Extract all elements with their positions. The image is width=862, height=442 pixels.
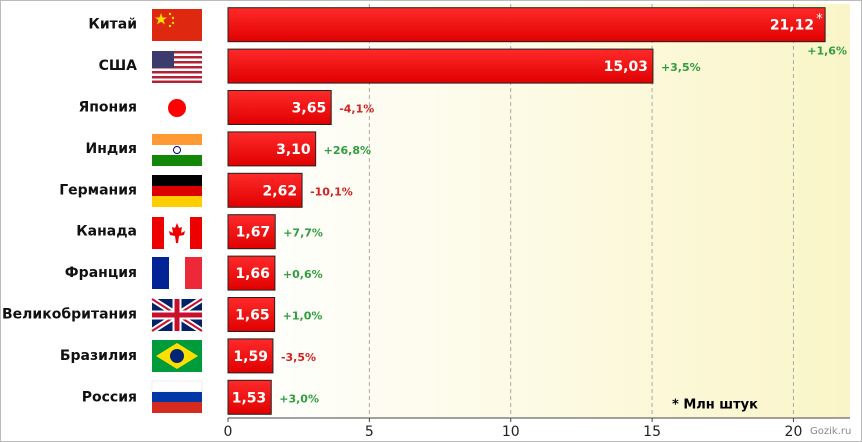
change-label: +26,8%: [324, 144, 371, 157]
flag-russia: [151, 380, 203, 413]
value-label: 3,10: [276, 142, 311, 158]
category-label: Индия: [86, 141, 138, 157]
bar: [227, 338, 274, 374]
change-label: -4,1%: [339, 103, 374, 116]
value-label: 2,62: [263, 183, 298, 199]
change-label: +3,0%: [279, 392, 319, 405]
value-label: 15,03: [604, 59, 648, 75]
flag-china: [152, 9, 202, 41]
flag-india: [152, 134, 202, 166]
x-tick-label: 20: [785, 424, 803, 440]
bar: [227, 214, 276, 250]
note: * Млн штук: [672, 398, 758, 413]
bar: [227, 90, 332, 125]
value-label: 1,66: [235, 266, 270, 282]
category-label: Канада: [76, 224, 137, 240]
category-label: Япония: [78, 100, 137, 116]
change-label: +0,6%: [283, 268, 323, 281]
flag-france: [152, 257, 202, 289]
bar: [227, 131, 317, 167]
value-label: 21,12: [770, 18, 814, 34]
category-label: Китай: [88, 17, 137, 33]
value-label: 1,67: [236, 225, 271, 241]
bar: [227, 172, 303, 208]
flag-uk: [150, 296, 204, 334]
footnote-mark: *: [816, 12, 823, 27]
value-label: 1,59: [233, 349, 268, 365]
x-tick-label: 0: [224, 424, 233, 440]
change-label: +1,6%: [807, 45, 847, 58]
x-tick-label: 15: [643, 424, 661, 440]
change-label: +1,0%: [283, 310, 323, 323]
category-label: США: [99, 58, 138, 74]
category-label: Великобритания: [2, 307, 137, 323]
change-label: -10,1%: [310, 185, 353, 198]
x-tick-label: 5: [365, 424, 374, 440]
value-label: 1,65: [235, 308, 270, 324]
change-label: +7,7%: [283, 227, 323, 240]
flag-canada: [152, 217, 202, 249]
flag-germany: [152, 175, 202, 207]
bar: [227, 48, 654, 84]
category-label: Германия: [59, 182, 137, 198]
category-label: Бразилия: [60, 348, 137, 364]
bar: [227, 255, 276, 291]
value-label: 3,65: [292, 101, 327, 117]
watermark: Gozik.ru: [810, 426, 851, 437]
bar: [227, 297, 276, 332]
value-label: 1,53: [232, 390, 267, 406]
category-label: Россия: [82, 389, 137, 405]
change-label: +3,5%: [661, 61, 701, 74]
change-label: -3,5%: [281, 351, 316, 364]
bar: [227, 379, 272, 415]
flag-japan: [152, 92, 202, 124]
bar: [227, 7, 826, 43]
category-label: Франция: [65, 265, 137, 281]
x-tick-label: 10: [502, 424, 520, 440]
flag-brazil: [152, 340, 202, 372]
flag-usa: [152, 51, 202, 83]
flags: [150, 9, 204, 413]
